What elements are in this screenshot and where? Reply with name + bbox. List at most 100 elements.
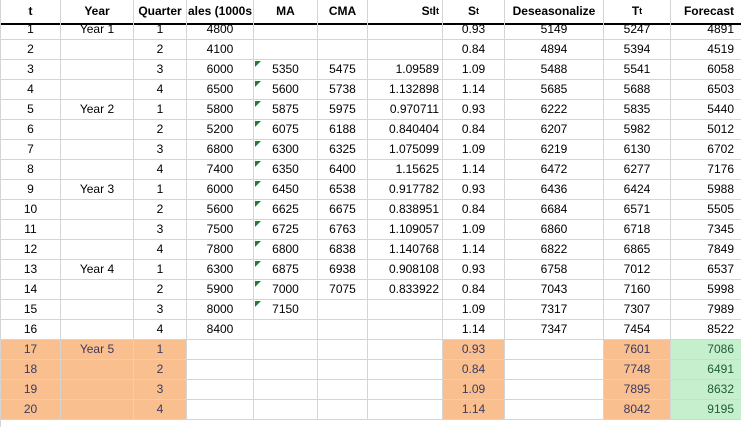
cell-year-t6[interactable] xyxy=(61,120,134,140)
cell-quarter-t14[interactable]: 2 xyxy=(134,280,187,300)
cell-tt-t9[interactable]: 6424 xyxy=(604,180,671,200)
cell-stit-t7[interactable]: 1.075099 xyxy=(368,140,443,160)
cell-st-t8[interactable]: 1.14 xyxy=(443,160,505,180)
cell-sales-t6[interactable]: 5200 xyxy=(187,120,254,140)
cell-year-t17[interactable]: Year 5 xyxy=(61,340,134,360)
cell-st-t2[interactable]: 0.84 xyxy=(443,40,505,60)
cell-t-t8[interactable]: 8 xyxy=(1,160,61,180)
cell-deseason-t16[interactable]: 7347 xyxy=(505,320,604,340)
cell-cma-t2[interactable] xyxy=(318,40,368,60)
cell-deseason-t14[interactable]: 7043 xyxy=(505,280,604,300)
column-header-deseason[interactable]: Deseasonalize xyxy=(505,0,604,25)
cell-t-t16[interactable]: 16 xyxy=(1,320,61,340)
cell-quarter-t18[interactable]: 2 xyxy=(134,360,187,380)
cell-deseason-t12[interactable]: 6822 xyxy=(505,240,604,260)
cell-tt-t4[interactable]: 5688 xyxy=(604,80,671,100)
cell-cma-t1[interactable] xyxy=(318,20,368,40)
cell-forecast-t6[interactable]: 5012 xyxy=(671,120,741,140)
cell-forecast-t12[interactable]: 7849 xyxy=(671,240,741,260)
cell-tt-t10[interactable]: 6571 xyxy=(604,200,671,220)
column-header-forecast[interactable]: Forecast xyxy=(671,0,741,25)
cell-deseason-t6[interactable]: 6207 xyxy=(505,120,604,140)
cell-st-t10[interactable]: 0.84 xyxy=(443,200,505,220)
cell-quarter-t1[interactable]: 1 xyxy=(134,20,187,40)
cell-st-t11[interactable]: 1.09 xyxy=(443,220,505,240)
column-header-year[interactable]: Year xyxy=(61,0,134,25)
cell-ma-t14[interactable]: 7000 xyxy=(254,280,318,300)
cell-stit-t1[interactable] xyxy=(368,20,443,40)
cell-t-t19[interactable]: 19 xyxy=(1,380,61,400)
cell-ma-t12[interactable]: 6800 xyxy=(254,240,318,260)
cell-forecast-t16[interactable]: 8522 xyxy=(671,320,741,340)
cell-year-t19[interactable] xyxy=(61,380,134,400)
cell-st-t13[interactable]: 0.93 xyxy=(443,260,505,280)
cell-tt-t16[interactable]: 7454 xyxy=(604,320,671,340)
cell-ma-t13[interactable]: 6875 xyxy=(254,260,318,280)
cell-sales-t15[interactable]: 8000 xyxy=(187,300,254,320)
cell-year-t14[interactable] xyxy=(61,280,134,300)
cell-forecast-t18[interactable]: 6491 xyxy=(671,360,741,380)
cell-quarter-t13[interactable]: 1 xyxy=(134,260,187,280)
cell-sales-t14[interactable]: 5900 xyxy=(187,280,254,300)
cell-stit-t2[interactable] xyxy=(368,40,443,60)
cell-ma-t2[interactable] xyxy=(254,40,318,60)
cell-forecast-t15[interactable]: 7989 xyxy=(671,300,741,320)
cell-stit-t20[interactable] xyxy=(368,400,443,420)
cell-sales-t1[interactable]: 4800 xyxy=(187,20,254,40)
cell-st-t20[interactable]: 1.14 xyxy=(443,400,505,420)
cell-tt-t3[interactable]: 5541 xyxy=(604,60,671,80)
cell-tt-t14[interactable]: 7160 xyxy=(604,280,671,300)
cell-cma-t17[interactable] xyxy=(318,340,368,360)
cell-tt-t1[interactable]: 5247 xyxy=(604,20,671,40)
cell-forecast-t2[interactable]: 4519 xyxy=(671,40,741,60)
cell-ma-t11[interactable]: 6725 xyxy=(254,220,318,240)
cell-tt-t19[interactable]: 7895 xyxy=(604,380,671,400)
cell-forecast-t14[interactable]: 5998 xyxy=(671,280,741,300)
cell-cma-t18[interactable] xyxy=(318,360,368,380)
column-header-t[interactable]: t xyxy=(1,0,61,25)
cell-quarter-t16[interactable]: 4 xyxy=(134,320,187,340)
cell-forecast-t3[interactable]: 6058 xyxy=(671,60,741,80)
cell-stit-t3[interactable]: 1.09589 xyxy=(368,60,443,80)
cell-deseason-t2[interactable]: 4894 xyxy=(505,40,604,60)
cell-st-t15[interactable]: 1.09 xyxy=(443,300,505,320)
cell-t-t18[interactable]: 18 xyxy=(1,360,61,380)
cell-deseason-t11[interactable]: 6860 xyxy=(505,220,604,240)
cell-quarter-t15[interactable]: 3 xyxy=(134,300,187,320)
cell-quarter-t9[interactable]: 1 xyxy=(134,180,187,200)
cell-sales-t10[interactable]: 5600 xyxy=(187,200,254,220)
cell-cma-t10[interactable]: 6675 xyxy=(318,200,368,220)
cell-deseason-t9[interactable]: 6436 xyxy=(505,180,604,200)
cell-tt-t12[interactable]: 6865 xyxy=(604,240,671,260)
cell-deseason-t13[interactable]: 6758 xyxy=(505,260,604,280)
cell-cma-t8[interactable]: 6400 xyxy=(318,160,368,180)
cell-quarter-t2[interactable]: 2 xyxy=(134,40,187,60)
cell-t-t5[interactable]: 5 xyxy=(1,100,61,120)
cell-stit-t6[interactable]: 0.840404 xyxy=(368,120,443,140)
cell-sales-t8[interactable]: 7400 xyxy=(187,160,254,180)
cell-quarter-t11[interactable]: 3 xyxy=(134,220,187,240)
cell-ma-t20[interactable] xyxy=(254,400,318,420)
cell-forecast-t7[interactable]: 6702 xyxy=(671,140,741,160)
cell-stit-t19[interactable] xyxy=(368,380,443,400)
cell-tt-t7[interactable]: 6130 xyxy=(604,140,671,160)
cell-deseason-t17[interactable] xyxy=(505,340,604,360)
cell-ma-t15[interactable]: 7150 xyxy=(254,300,318,320)
cell-cma-t3[interactable]: 5475 xyxy=(318,60,368,80)
cell-st-t18[interactable]: 0.84 xyxy=(443,360,505,380)
cell-forecast-t19[interactable]: 8632 xyxy=(671,380,741,400)
cell-sales-t16[interactable]: 8400 xyxy=(187,320,254,340)
cell-quarter-t12[interactable]: 4 xyxy=(134,240,187,260)
cell-tt-t13[interactable]: 7012 xyxy=(604,260,671,280)
cell-ma-t19[interactable] xyxy=(254,380,318,400)
cell-sales-t18[interactable] xyxy=(187,360,254,380)
cell-sales-t3[interactable]: 6000 xyxy=(187,60,254,80)
cell-tt-t11[interactable]: 6718 xyxy=(604,220,671,240)
cell-quarter-t10[interactable]: 2 xyxy=(134,200,187,220)
cell-t-t20[interactable]: 20 xyxy=(1,400,61,420)
cell-st-t12[interactable]: 1.14 xyxy=(443,240,505,260)
cell-cma-t9[interactable]: 6538 xyxy=(318,180,368,200)
cell-quarter-t4[interactable]: 4 xyxy=(134,80,187,100)
cell-ma-t16[interactable] xyxy=(254,320,318,340)
